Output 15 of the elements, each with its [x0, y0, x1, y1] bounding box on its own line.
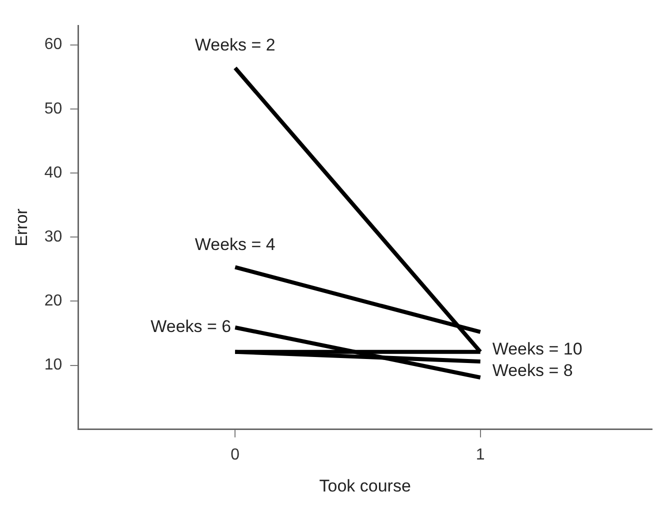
x-tick-label: 0: [230, 446, 240, 464]
series-label: Weeks = 8: [492, 361, 573, 380]
y-tick-label: 50: [44, 100, 62, 118]
y-axis-title: Error: [12, 208, 31, 246]
series-label: Weeks = 6: [150, 317, 232, 336]
series-label: Weeks = 4: [194, 234, 276, 254]
y-tick-label: 60: [44, 36, 62, 54]
y-tick-label: 20: [44, 292, 62, 310]
series-label: Weeks = 2: [194, 36, 276, 55]
y-tick-label: 30: [44, 228, 62, 246]
y-tick-label: 40: [44, 164, 62, 182]
series-label: Weeks = 10: [492, 340, 582, 359]
x-tick-label: 1: [476, 446, 485, 464]
x-axis-title: Took course: [319, 476, 411, 496]
y-tick-label: 10: [44, 356, 62, 374]
